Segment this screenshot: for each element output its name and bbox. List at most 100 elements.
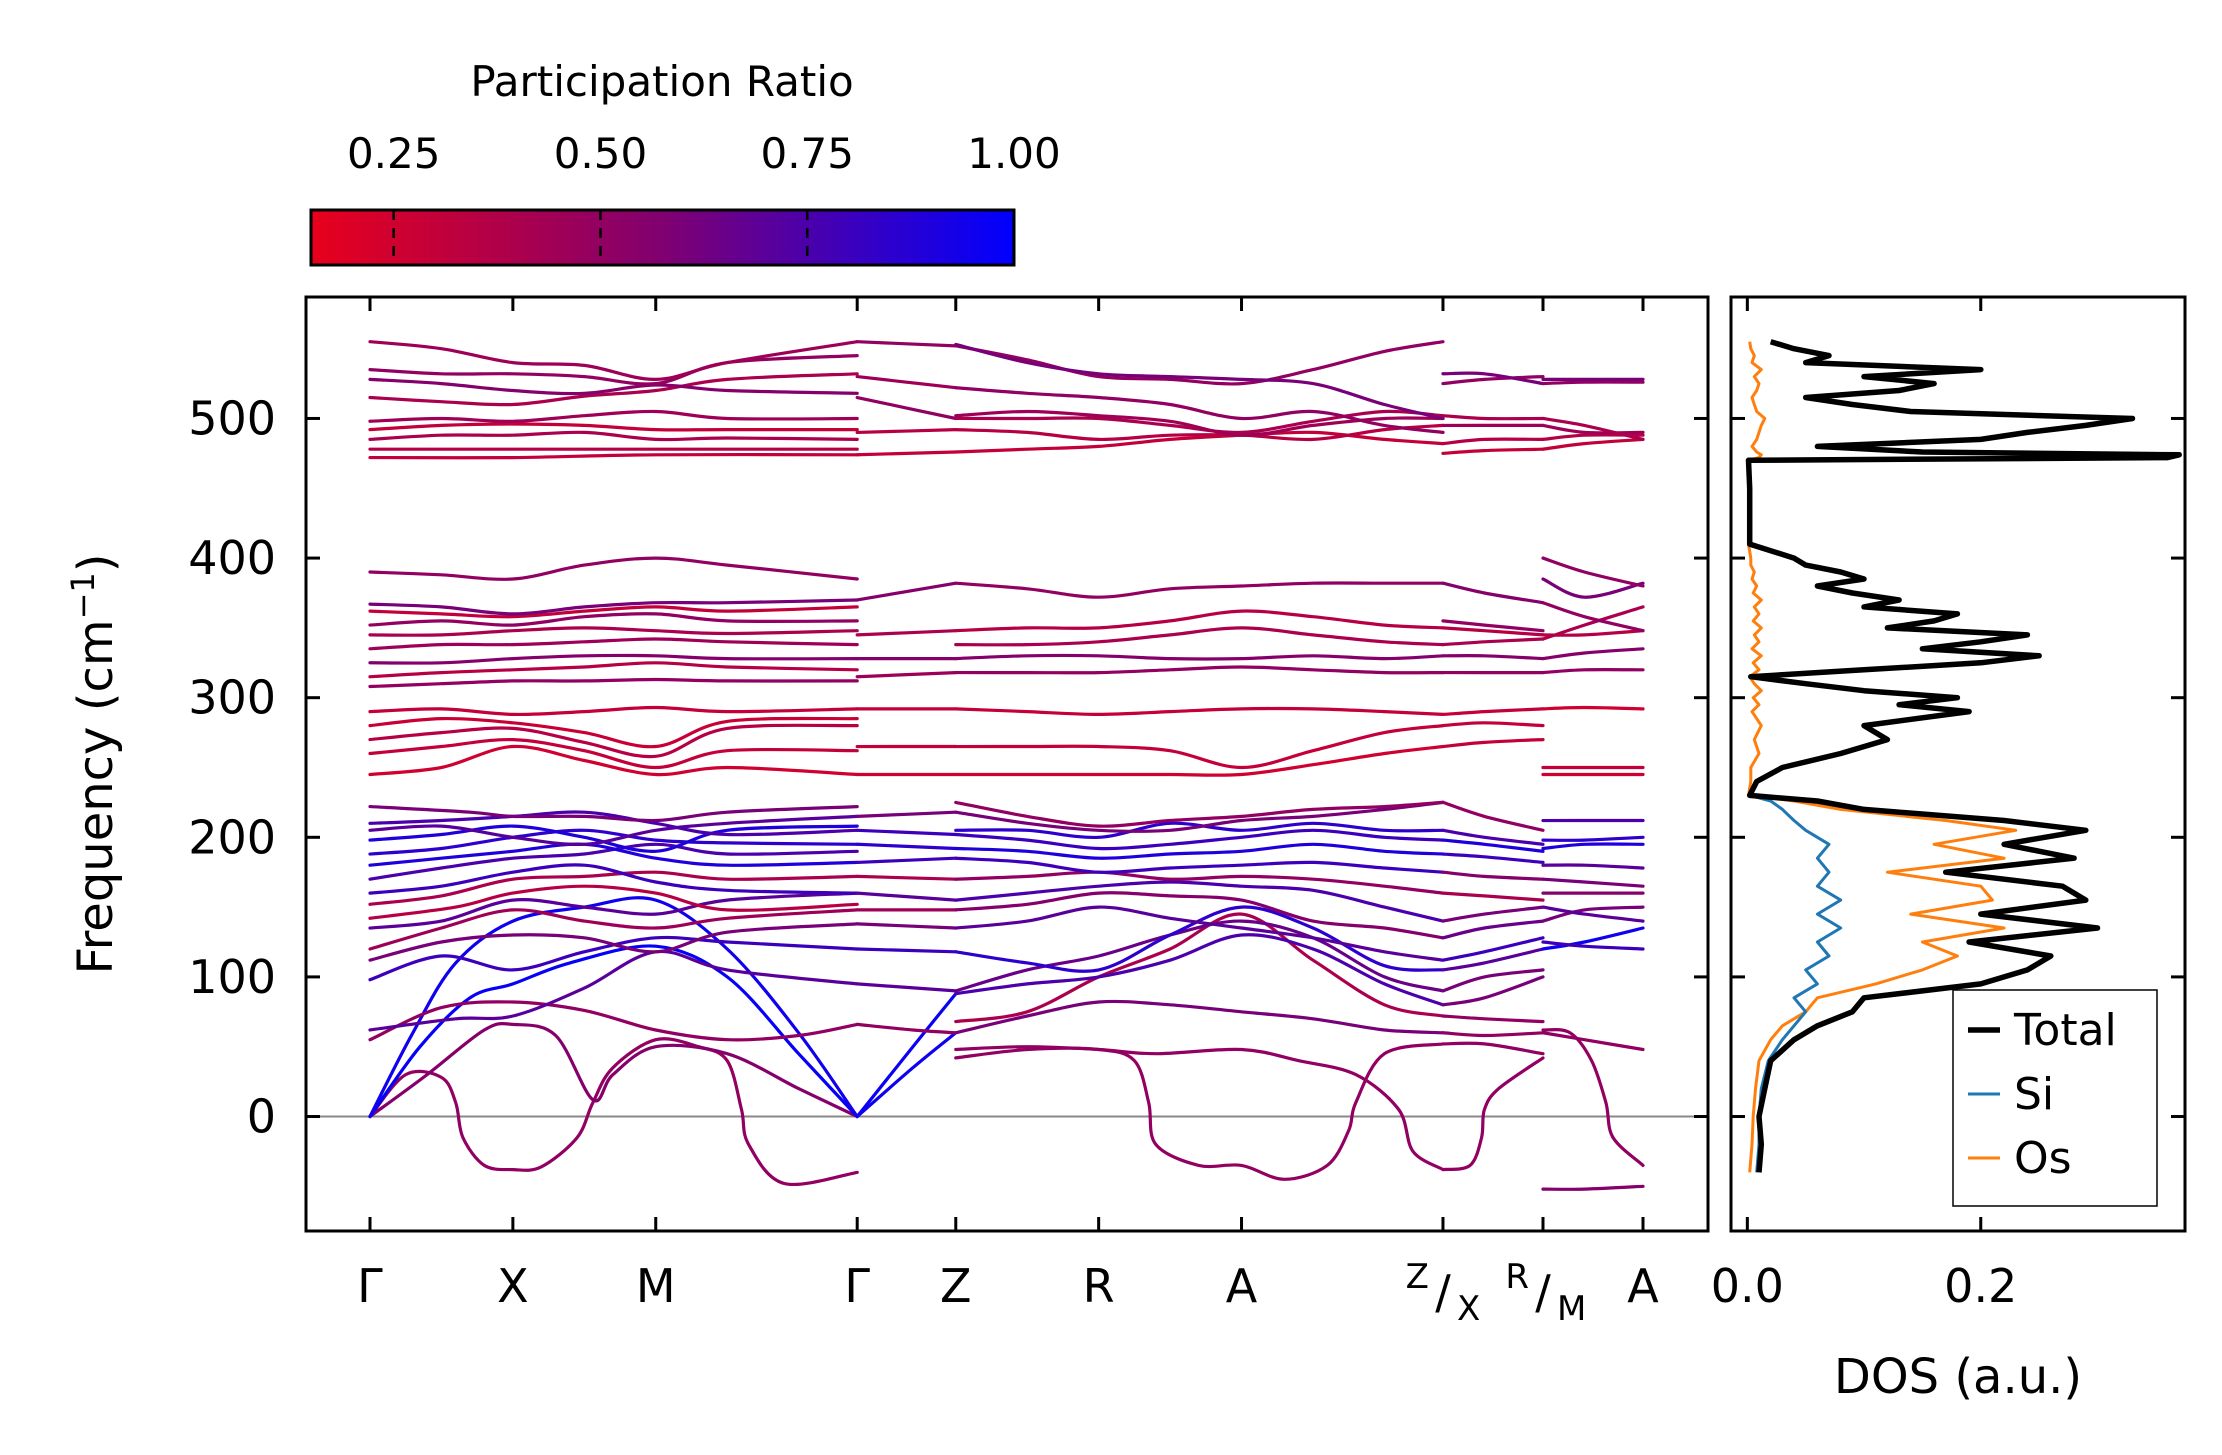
band-line [1541, 905, 1645, 923]
colorbar-tick-label: 0.75 [760, 129, 854, 178]
kpoint-label-slash: / [1435, 1265, 1451, 1319]
band-line [368, 377, 859, 396]
band-line [954, 430, 1445, 454]
band-line [954, 706, 1445, 717]
band-line [1541, 667, 1645, 675]
band-line [1541, 863, 1645, 870]
band-line [368, 409, 859, 423]
band-line [368, 716, 859, 749]
band-line [1441, 721, 1545, 728]
band-line [855, 810, 958, 818]
dos-frequency-ticks [1731, 416, 2185, 1119]
ytick-label: 0 [247, 1090, 276, 1144]
band-line [954, 653, 1445, 661]
ylabel-close: ) [68, 553, 124, 572]
band-line [368, 354, 859, 386]
band-line [1441, 800, 1545, 832]
band-line [954, 912, 1445, 1024]
band-line [1541, 556, 1645, 588]
dos-series-os [1747, 341, 2018, 1173]
band-line [954, 581, 1445, 599]
band-line [368, 661, 859, 679]
band-line [1541, 629, 1645, 637]
kpoint-label-combined: Z / X [1406, 1257, 1481, 1329]
band-line [855, 581, 958, 602]
band-line [855, 842, 958, 851]
legend-label: Os [2014, 1133, 2072, 1184]
band-line [1541, 1027, 1645, 1167]
main-plot-frame [304, 295, 1710, 1233]
colorbar-ticks: 0.25 0.50 0.75 1.00 [347, 129, 1061, 265]
band-line [1441, 870, 1545, 881]
band-line [1441, 414, 1545, 421]
ytick-label: 500 [188, 391, 276, 445]
band-line [954, 828, 1445, 851]
kpoint-label-bottom: X [1457, 1289, 1480, 1329]
band-line [855, 1022, 958, 1035]
band-line [1441, 581, 1545, 605]
band-line [855, 992, 958, 1119]
kpoint-label: X [497, 1259, 529, 1313]
band-line [954, 744, 1445, 777]
legend-label: Total [2013, 1005, 2117, 1056]
band-line [368, 944, 859, 1119]
band-line [1441, 1031, 1545, 1038]
legend-label: Si [2014, 1069, 2054, 1120]
band-line [1441, 1056, 1545, 1172]
band-line [1541, 940, 1645, 951]
band-line [855, 856, 958, 865]
ytick-label: 200 [188, 810, 276, 864]
dos-xtick-label: 0.0 [1711, 1259, 1784, 1313]
colorbar-tick-label: 0.50 [554, 129, 648, 178]
band-line [855, 629, 958, 637]
band-line [855, 428, 958, 435]
band-line [1441, 375, 1545, 386]
band-line [954, 891, 1445, 940]
band-line [368, 922, 859, 962]
band-line [855, 947, 958, 954]
band-line [368, 556, 859, 581]
band-line [368, 828, 859, 856]
band-line [1441, 707, 1545, 717]
band-line [368, 677, 859, 689]
band-line [1541, 416, 1645, 441]
kpoint-label: A [1226, 1259, 1258, 1313]
band-line [368, 430, 859, 442]
kpoint-label-top: R [1505, 1257, 1529, 1297]
band-line [954, 340, 1445, 386]
band-line [954, 905, 1445, 973]
band-line [954, 626, 1445, 647]
band-line [954, 423, 1445, 442]
band-line [1441, 968, 1545, 993]
band-line [368, 626, 859, 637]
band-line [368, 612, 859, 627]
band-line [1441, 852, 1545, 864]
legend-items: Total Si Os [1968, 1005, 2117, 1184]
band-line [855, 374, 958, 390]
frequency-axis: 0 100 200 300 400 500 [188, 391, 1708, 1144]
kpoint-label-combined: R / M [1505, 1257, 1586, 1329]
frequency-axis-label: Frequency (cm−1) [64, 553, 124, 974]
kpoint-label: R [1083, 1259, 1115, 1313]
kpoint-label-bottom: M [1557, 1289, 1586, 1329]
band-line [855, 395, 958, 421]
band-line [1441, 975, 1545, 1007]
band-line [954, 342, 1445, 421]
band-line [1541, 601, 1645, 633]
band-line [1441, 936, 1545, 962]
band-line [954, 665, 1445, 675]
ylabel-sup: −1 [64, 572, 102, 619]
legend: Total Si Os [1952, 989, 2158, 1207]
band-line [954, 856, 1445, 874]
band-line [368, 653, 859, 665]
band-line [954, 842, 1445, 860]
dos-series-total [1745, 339, 2182, 1173]
band-line [368, 452, 859, 460]
band-lines [368, 340, 1645, 1191]
band-line [954, 880, 1445, 923]
band-line [954, 800, 1445, 833]
band-line [1541, 905, 1645, 923]
band-line [368, 842, 859, 881]
band-line [368, 598, 859, 616]
